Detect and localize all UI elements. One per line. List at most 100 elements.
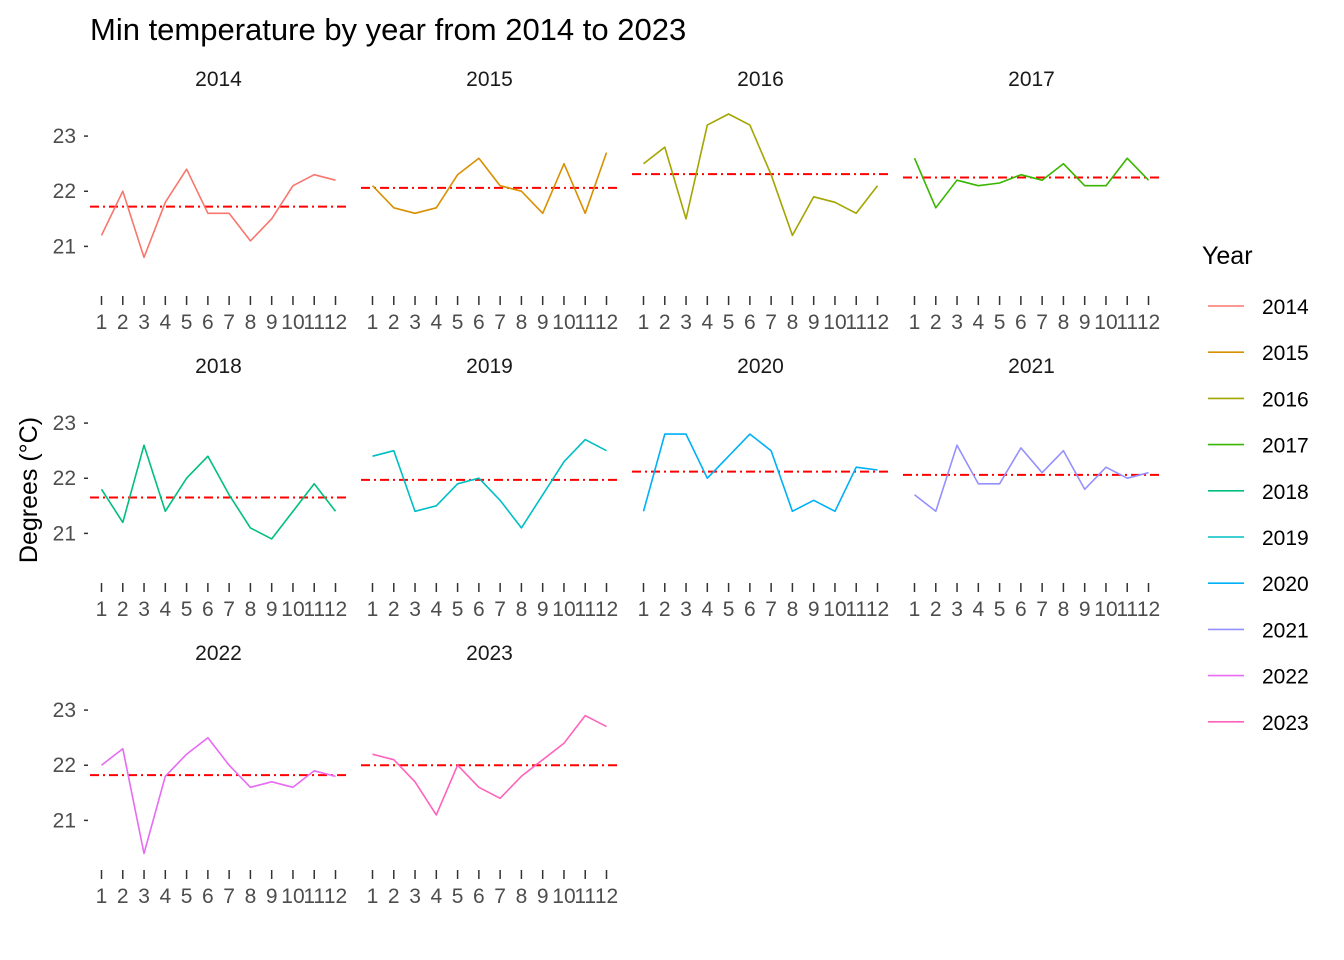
x-tick-label: 6 [1015, 598, 1027, 621]
x-tick-label: 7 [765, 311, 777, 334]
x-tick-label: 12 [324, 885, 347, 908]
x-tick-label: 8 [1058, 311, 1070, 334]
series-line-2023 [372, 714, 607, 816]
x-tick-label: 6 [202, 885, 214, 908]
x-tick-label: 2 [930, 598, 942, 621]
x-tick-label: 1 [96, 311, 108, 334]
series-line-2016 [643, 113, 879, 237]
x-tick-label: 9 [266, 598, 278, 621]
y-axis-label: Degrees (°C) [15, 417, 43, 563]
x-tick-label: 10 [1094, 311, 1117, 334]
x-tick-label: 2 [388, 311, 400, 334]
x-tick-label: 8 [1058, 598, 1070, 621]
legend-label-2019: 2019 [1262, 527, 1309, 550]
x-tick-label: 7 [1036, 598, 1048, 621]
x-tick-label: 12 [866, 598, 889, 621]
legend-label-2014: 2014 [1262, 296, 1309, 319]
x-tick-label: 7 [1036, 311, 1048, 334]
x-tick-label: 3 [138, 885, 150, 908]
x-tick-label: 11 [303, 598, 325, 621]
x-tick-label: 11 [574, 598, 596, 621]
legend-label-2017: 2017 [1262, 435, 1309, 458]
x-tick-label: 6 [473, 885, 485, 908]
x-tick-label: 1 [367, 311, 379, 334]
x-tick-label: 4 [430, 311, 442, 334]
x-tick-label: 9 [808, 598, 820, 621]
x-tick-label: 11 [303, 885, 325, 908]
y-tick-label: 23 [53, 125, 76, 148]
x-tick-label: 1 [96, 598, 108, 621]
x-tick-label: 2 [659, 598, 671, 621]
x-tick-label: 1 [96, 885, 108, 908]
legend-label-2020: 2020 [1262, 573, 1309, 596]
x-tick-label: 5 [723, 598, 735, 621]
x-tick-label: 7 [223, 598, 235, 621]
x-tick-label: 7 [494, 885, 506, 908]
x-tick-label: 12 [595, 311, 618, 334]
x-tick-label: 3 [951, 598, 963, 621]
y-tick-label: 22 [53, 180, 76, 203]
x-tick-label: 8 [245, 311, 257, 334]
x-tick-label: 8 [787, 598, 799, 621]
x-tick-label: 6 [744, 311, 756, 334]
x-tick-label: 12 [324, 311, 347, 334]
x-tick-label: 10 [823, 598, 846, 621]
y-tick-label: 23 [53, 412, 76, 435]
x-tick-label: 10 [552, 598, 575, 621]
x-tick-label: 6 [473, 311, 485, 334]
x-tick-label: 9 [1079, 598, 1091, 621]
series-line-2017 [913, 157, 1150, 209]
x-tick-label: 5 [994, 311, 1006, 334]
x-tick-label: 8 [245, 885, 257, 908]
x-tick-label: 11 [1116, 311, 1138, 334]
series-line-2019 [372, 438, 607, 529]
legend-title: Year [1202, 242, 1253, 270]
x-tick-label: 3 [138, 311, 150, 334]
facet-strip-label: 2018 [195, 355, 242, 378]
x-tick-label: 9 [537, 311, 549, 334]
x-tick-label: 3 [951, 311, 963, 334]
series-line-2015 [371, 152, 608, 215]
x-tick-label: 12 [1137, 598, 1160, 621]
x-tick-label: 12 [595, 598, 618, 621]
x-tick-label: 4 [972, 311, 984, 334]
x-tick-label: 3 [680, 598, 692, 621]
x-tick-label: 4 [701, 598, 713, 621]
x-tick-label: 10 [1094, 598, 1117, 621]
x-tick-label: 9 [537, 598, 549, 621]
chart-title: Min temperature by year from 2014 to 202… [90, 12, 686, 47]
x-tick-label: 12 [866, 311, 889, 334]
x-tick-label: 8 [516, 885, 528, 908]
facet-strip-label: 2017 [1008, 68, 1055, 91]
x-tick-label: 9 [1079, 311, 1091, 334]
series-line-2022 [101, 736, 336, 855]
x-tick-label: 5 [181, 598, 193, 621]
x-tick-label: 11 [574, 885, 596, 908]
x-tick-label: 3 [409, 885, 421, 908]
x-tick-label: 1 [909, 311, 921, 334]
facet-strip-label: 2019 [466, 355, 513, 378]
x-tick-label: 2 [388, 598, 400, 621]
x-tick-label: 7 [494, 598, 506, 621]
x-tick-label: 2 [930, 311, 942, 334]
x-tick-label: 2 [117, 598, 129, 621]
x-tick-label: 9 [266, 885, 278, 908]
x-tick-label: 7 [765, 598, 777, 621]
x-tick-label: 9 [808, 311, 820, 334]
facet-strip-label: 2020 [737, 355, 784, 378]
x-tick-label: 6 [202, 311, 214, 334]
facet-strip-label: 2021 [1008, 355, 1055, 378]
x-tick-label: 4 [430, 885, 442, 908]
x-tick-label: 1 [638, 311, 650, 334]
x-tick-label: 8 [516, 598, 528, 621]
x-tick-label: 10 [552, 885, 575, 908]
